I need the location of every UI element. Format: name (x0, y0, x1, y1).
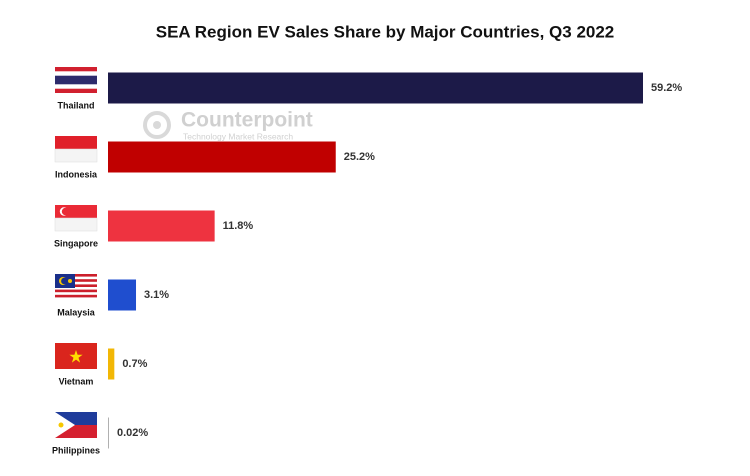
category-label: Singapore (54, 238, 98, 248)
flag-singapore (54, 205, 98, 232)
watermark-tagline: Technology Market Research (183, 131, 293, 141)
flag-philippines (55, 412, 97, 438)
bar (108, 348, 115, 380)
bar (108, 417, 109, 449)
flag-malaysia (55, 274, 97, 300)
bar (108, 141, 336, 173)
flag-thailand (55, 67, 97, 93)
flag-vietnam (55, 343, 97, 369)
bar (108, 210, 215, 242)
watermark-logo (143, 111, 171, 139)
value-label: 3.1% (144, 289, 169, 301)
category-label: Indonesia (55, 169, 98, 179)
watermark-name: Counterpoint (181, 109, 313, 132)
category-label: Malaysia (57, 307, 96, 317)
category-label: Thailand (57, 100, 94, 110)
bar (108, 72, 643, 104)
value-label: 59.2% (651, 82, 682, 94)
flag-indonesia (54, 136, 98, 163)
category-label: Philippines (52, 445, 100, 455)
value-label: 11.8% (223, 220, 254, 232)
value-label: 0.02% (117, 427, 148, 439)
chart-title: SEA Region EV Sales Share by Major Count… (156, 22, 615, 41)
value-label: 25.2% (344, 151, 375, 163)
watermark: Counterpoint Technology Market Research (143, 109, 313, 141)
value-label: 0.7% (122, 358, 147, 370)
watermark-logo-dot (153, 121, 161, 129)
bar (108, 279, 137, 311)
category-label: Vietnam (59, 376, 94, 386)
